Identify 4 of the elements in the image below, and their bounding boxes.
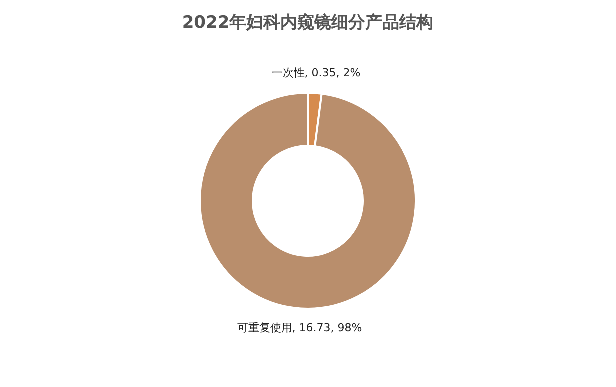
chart-title: 2022年妇科内窥镜细分产品结构	[182, 13, 434, 33]
slice-label: 一次性, 0.35, 2%	[272, 66, 361, 80]
slice-label: 可重复使用, 16.73, 98%	[237, 322, 362, 335]
donut-slice	[199, 92, 417, 310]
